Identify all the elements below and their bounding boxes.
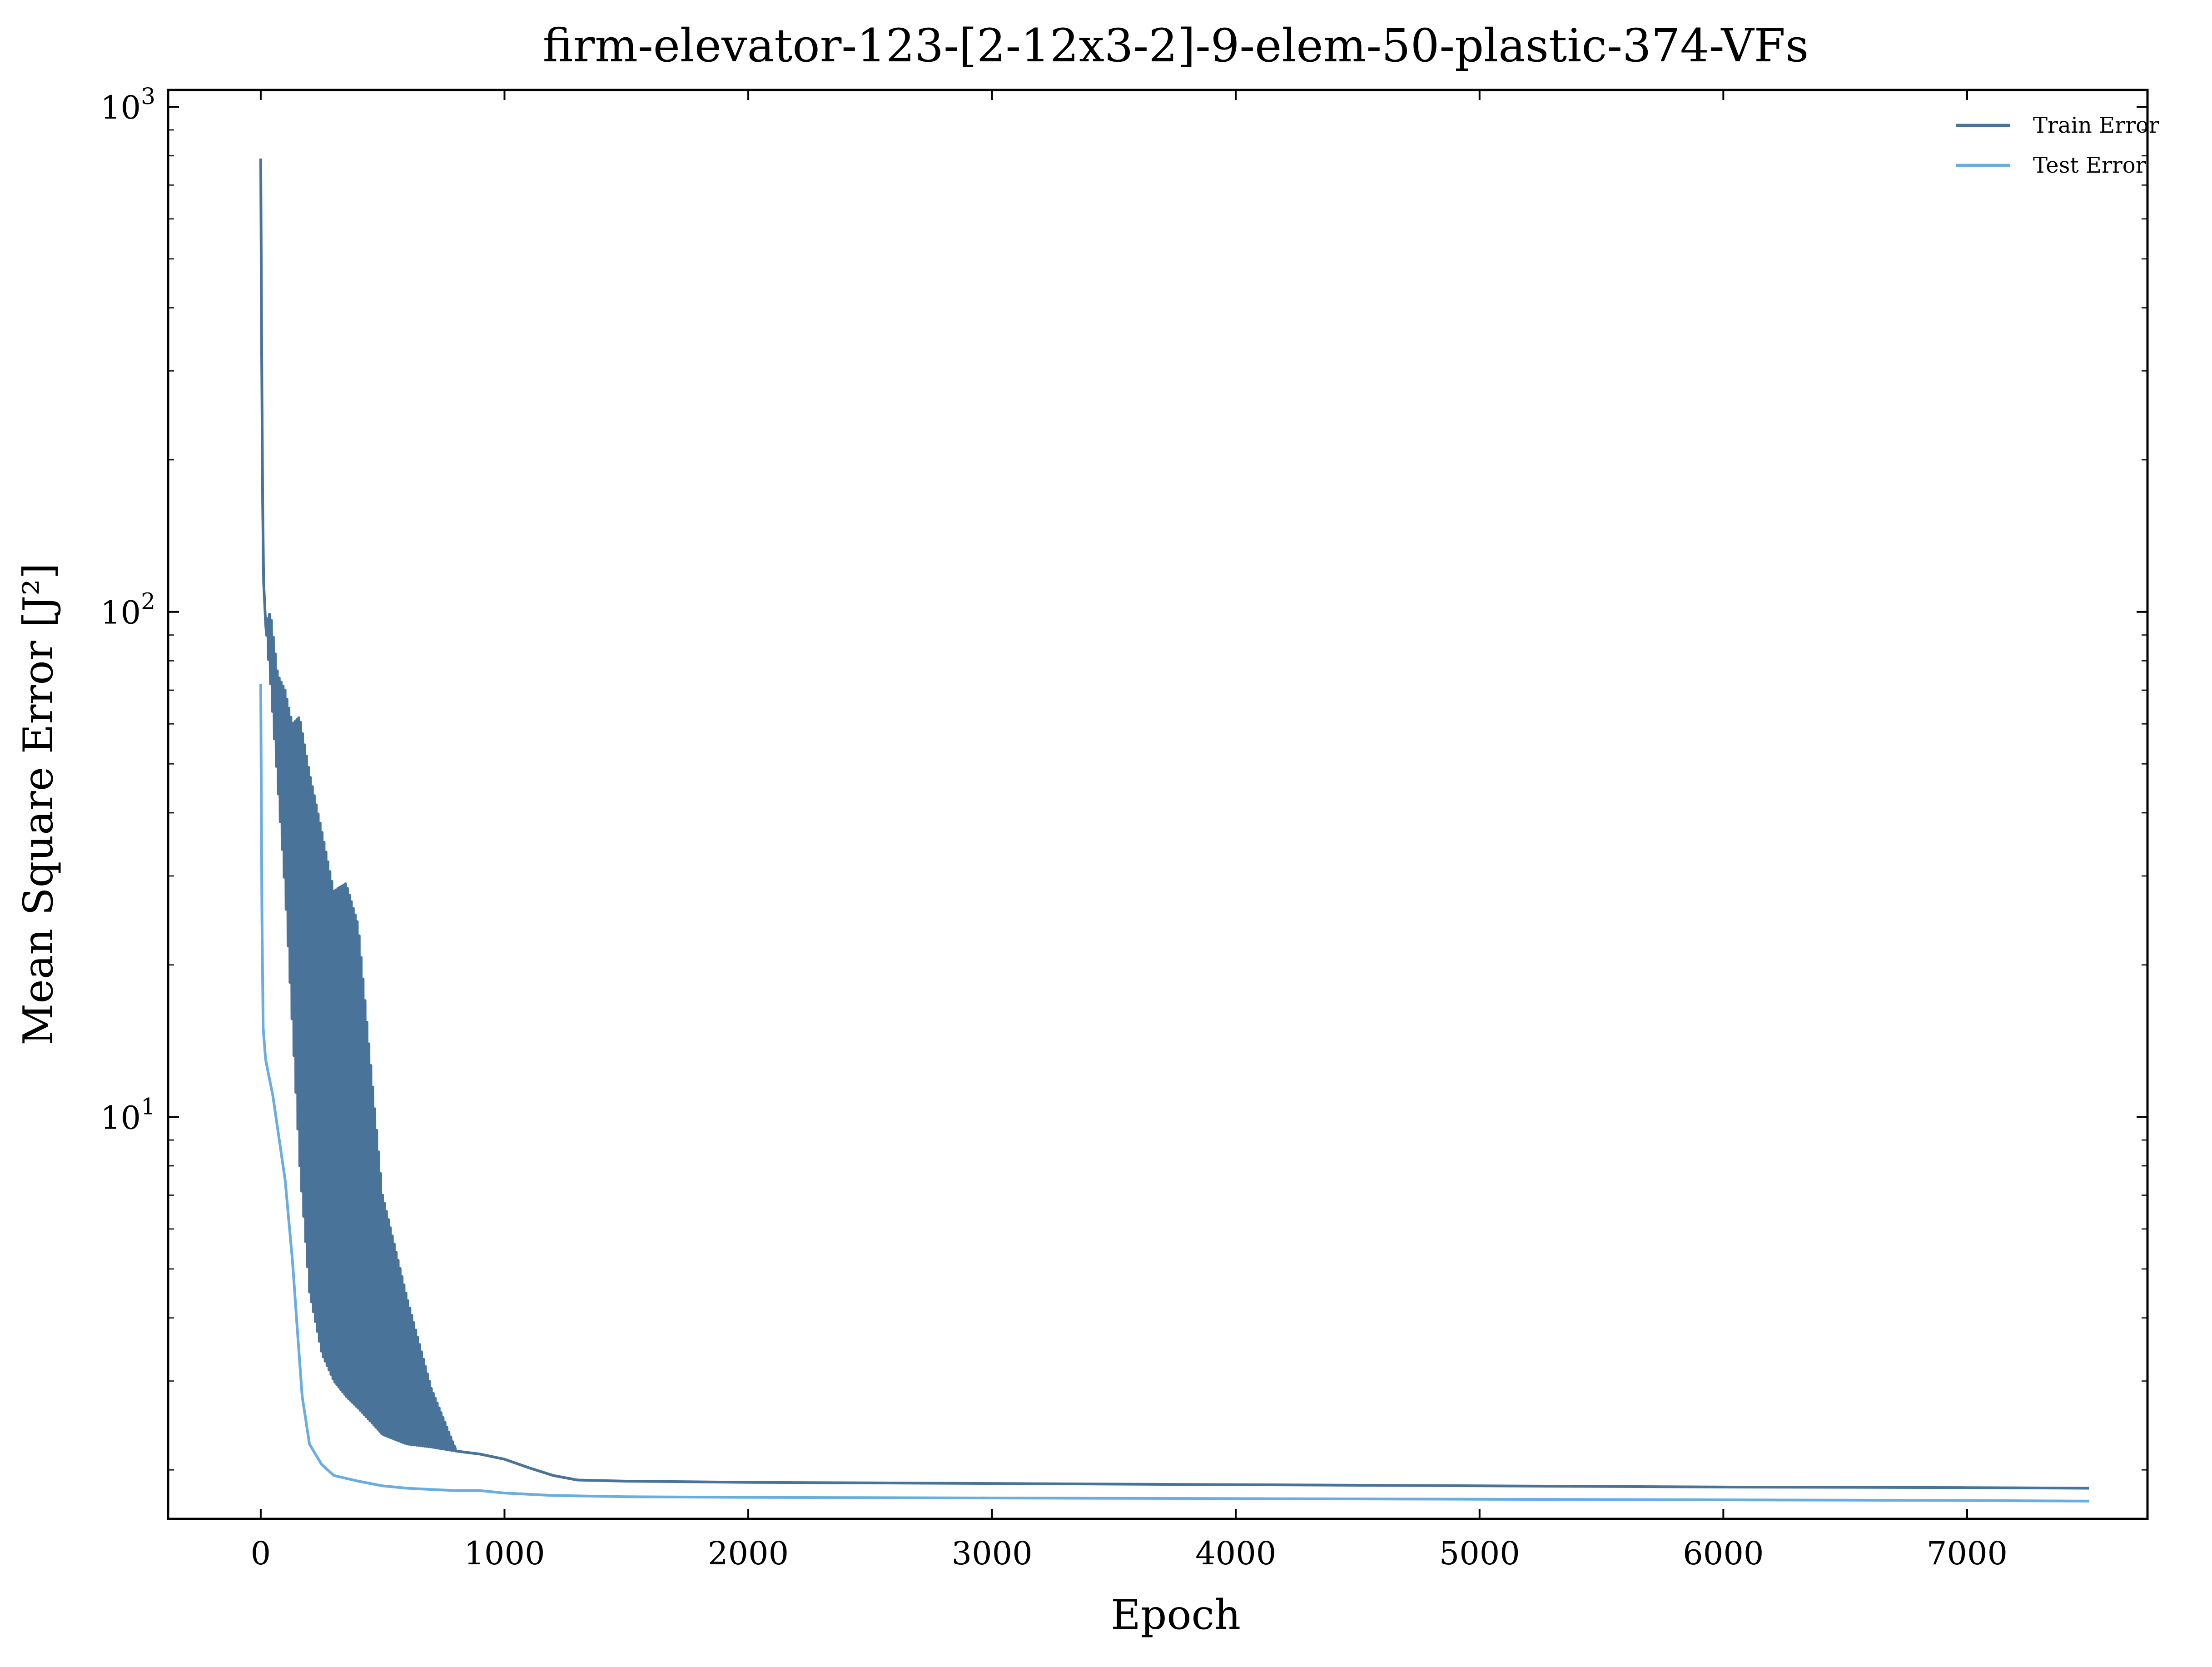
series-line-test-error bbox=[259, 684, 2089, 1503]
y-tick-label: 103 bbox=[100, 83, 155, 126]
x-tick-label: 2000 bbox=[708, 1535, 789, 1572]
y-tick-exponent: 2 bbox=[141, 588, 155, 615]
y-tick-exponent: 1 bbox=[141, 1093, 155, 1120]
x-tick-label: 4000 bbox=[1195, 1535, 1276, 1572]
chart-title: firm-elevator-123-[2-12x3-2]-9-elem-50-p… bbox=[543, 19, 1809, 72]
y-axis-label-group: Mean Square Error [J²] bbox=[15, 563, 62, 1045]
y-tick-exponent: 3 bbox=[141, 83, 155, 109]
x-axis-label: Epoch bbox=[1111, 1591, 1241, 1639]
x-tick-label: 3000 bbox=[952, 1535, 1033, 1572]
y-tick-base: 10 bbox=[100, 1099, 141, 1136]
legend: Train Error Test Error bbox=[1956, 113, 2159, 178]
x-tick-label: 0 bbox=[251, 1535, 271, 1572]
x-tick-label: 1000 bbox=[464, 1535, 545, 1572]
legend-label-test: Test Error bbox=[2033, 153, 2146, 178]
plot-frame bbox=[167, 89, 2149, 1520]
y-tick-label: 102 bbox=[100, 588, 155, 632]
plot-series bbox=[259, 158, 2089, 1503]
y-tick-base: 10 bbox=[100, 89, 141, 126]
y-axis-label: Mean Square Error [J²] bbox=[15, 563, 62, 1045]
y-tick-label: 101 bbox=[100, 1093, 155, 1136]
y-tick-base: 10 bbox=[100, 594, 141, 632]
legend-label-train: Train Error bbox=[2033, 113, 2159, 138]
series-line-train-error bbox=[259, 158, 2089, 1490]
x-tick-label: 7000 bbox=[1927, 1535, 2008, 1572]
x-tick-label: 5000 bbox=[1439, 1535, 1520, 1572]
x-tick-label: 6000 bbox=[1683, 1535, 1764, 1572]
